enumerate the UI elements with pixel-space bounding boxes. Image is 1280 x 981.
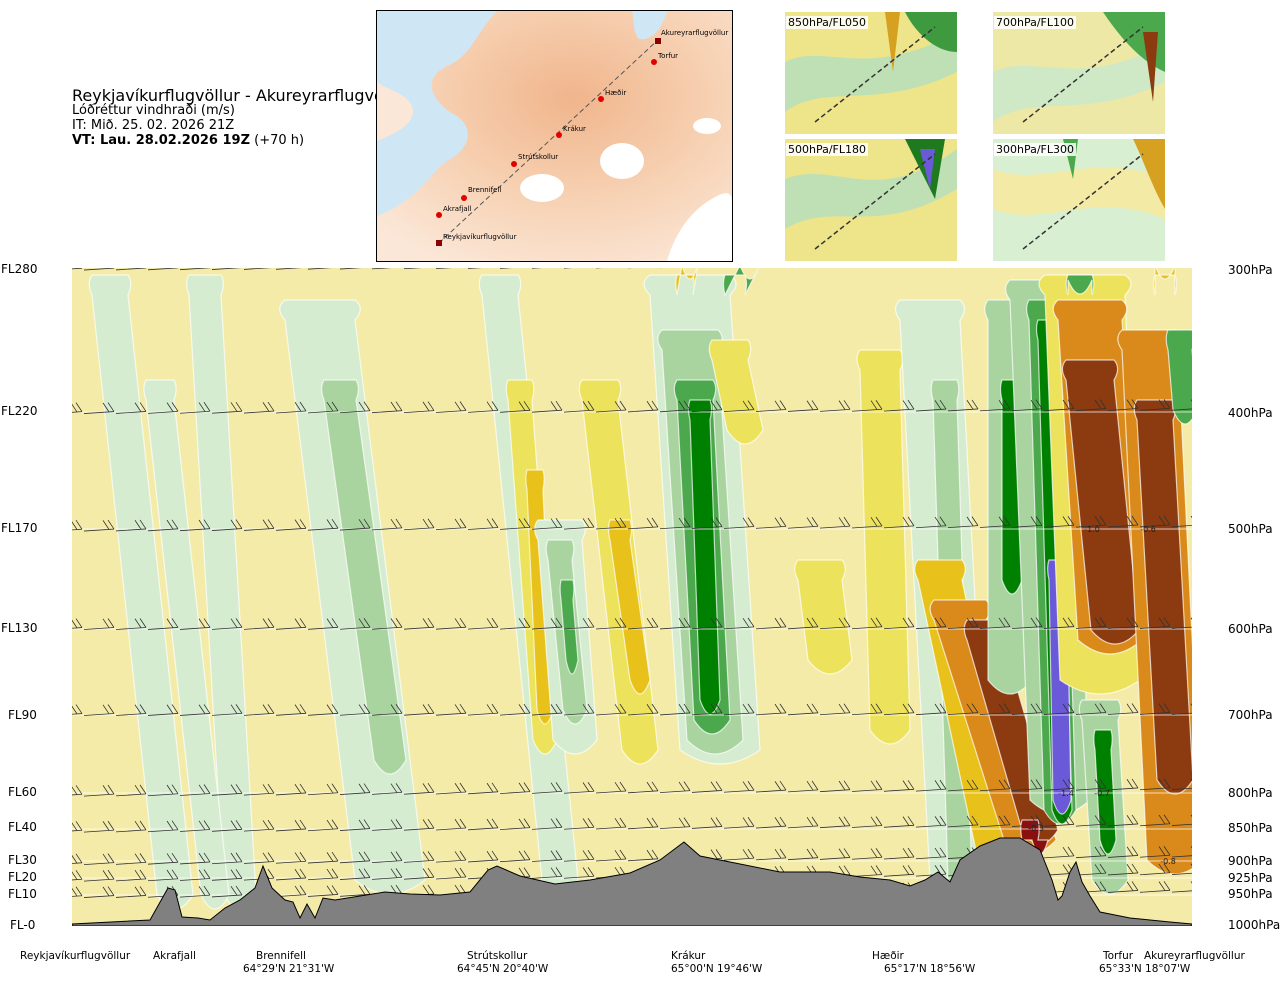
wind-band xyxy=(1093,729,1117,855)
location-name: Strútskollur xyxy=(467,950,528,962)
wind-band xyxy=(1065,274,1095,296)
wind-barb-row xyxy=(72,703,1192,716)
route-map: Akureyrarflugvöllur Torfur Hæðir Krákur … xyxy=(376,10,733,262)
minimap-label: 300hPa/FL300 xyxy=(994,143,1077,156)
pressure-label: 700hPa xyxy=(1228,708,1273,722)
location-name: Torfur xyxy=(1103,950,1134,962)
wind-band xyxy=(722,268,760,297)
fl-label: FL280 xyxy=(1,262,38,276)
contour-value-label: -0.7 xyxy=(1094,789,1110,798)
map-point-label: Akureyrarflugvöllur xyxy=(661,29,728,37)
wind-band xyxy=(525,469,554,725)
fl-label: FL220 xyxy=(1,404,38,418)
valid-time: VT: Lau. 28.02.2026 19Z (+70 h) xyxy=(72,133,409,148)
location-name: Hæðir xyxy=(872,950,904,962)
minimap-300hpa: 300hPa/FL300 xyxy=(993,139,1165,261)
contour-value-label: -1.0 xyxy=(1084,525,1100,534)
plot-area xyxy=(72,268,1192,926)
terrain-profile xyxy=(72,837,1192,926)
wind-barb-row xyxy=(72,814,1192,833)
wind-field xyxy=(88,268,1192,910)
location-coord: 64°29'N 21°31'W xyxy=(243,963,335,975)
wind-band xyxy=(1165,329,1192,425)
wind-band xyxy=(143,379,230,910)
pressure-label: 850hPa xyxy=(1228,821,1273,835)
wind-band xyxy=(321,379,407,775)
location-coord: 64°45'N 20°40'W xyxy=(457,963,549,975)
fl-label: FL130 xyxy=(1,621,38,635)
fl-label: FL30 xyxy=(8,853,37,867)
map-point-label: Torfur xyxy=(657,52,678,60)
wind-band xyxy=(708,339,764,445)
chart-title-block: Reykjavíkurflugvöllur - Akureyrarflugvöl… xyxy=(72,86,410,149)
pressure-label: 925hPa xyxy=(1228,871,1273,885)
location-name: Akureyrarflugvöllur xyxy=(1144,950,1245,962)
minimap-field xyxy=(993,12,1165,134)
fl-label: FL170 xyxy=(1,521,38,535)
fl-label: FL10 xyxy=(8,887,37,901)
fl-label: FL60 xyxy=(8,785,37,799)
wind-band xyxy=(1152,268,1178,296)
wind-band xyxy=(675,268,699,296)
map-marker-end xyxy=(655,38,661,44)
minimap-field xyxy=(785,12,957,134)
map-point-label: Krákur xyxy=(563,125,586,133)
fl-label: FL40 xyxy=(8,820,37,834)
issue-time: IT: Mið. 25. 02. 2026 21Z xyxy=(72,118,235,133)
wind-barb-row xyxy=(72,778,1192,797)
pressure-label: 950hPa xyxy=(1228,887,1273,901)
value-labels: -1.0 -0.6 -1.4 -0.7 -0.8 -0.3 xyxy=(1028,525,1176,866)
minimap-label: 850hPa/FL050 xyxy=(786,16,869,29)
valid-time-value: VT: Lau. 28.02.2026 19Z xyxy=(72,133,251,148)
map-point-label: Brennifell xyxy=(468,186,501,194)
location-name: Akrafjall xyxy=(153,950,196,962)
map-point-label: Strútskollur xyxy=(518,153,558,161)
pressure-label: 900hPa xyxy=(1228,854,1273,868)
contour-value-label: -1.4 xyxy=(1058,789,1074,798)
lead-time: (+70 h) xyxy=(254,133,305,148)
pressure-label: 1000hPa xyxy=(1228,918,1280,932)
wind-band xyxy=(794,559,853,675)
wind-band xyxy=(1061,359,1140,645)
map-point-label: Akrafjall xyxy=(443,205,472,213)
location-coord: 65°33'N 18°07'W xyxy=(1099,963,1191,975)
contour-value-label: -0.8 xyxy=(1160,857,1176,866)
wind-barb-row xyxy=(72,617,1192,630)
fl-label: FL90 xyxy=(8,708,37,722)
fl-label: FL20 xyxy=(8,870,37,884)
minimap-label: 700hPa/FL100 xyxy=(994,16,1077,29)
minimap-850hpa: 850hPa/FL050 xyxy=(785,12,957,134)
contour-value-label: -0.3 xyxy=(1028,824,1044,833)
pressure-label: 400hPa xyxy=(1228,406,1273,420)
minimap-field xyxy=(785,139,957,261)
route-title: Reykjavíkurflugvöllur - Akureyrarflugvöl… xyxy=(72,86,410,105)
wind-barb-row xyxy=(72,268,693,271)
minimap-field xyxy=(993,139,1165,261)
location-coord: 65°00'N 19°46'W xyxy=(671,963,763,975)
pressure-label: 600hPa xyxy=(1228,622,1273,636)
wind-barb-row xyxy=(72,515,1192,532)
cross-section-chart: -1.0 -0.6 -1.4 -0.7 -0.8 -0.3 xyxy=(72,268,1192,926)
pressure-label: 300hPa xyxy=(1228,263,1273,277)
map-point-label: Hæðir xyxy=(605,89,626,97)
minimap-label: 500hPa/FL180 xyxy=(786,143,869,156)
location-name: Brennifell xyxy=(256,950,306,962)
fl-label: FL-0 xyxy=(10,918,36,932)
quantity-label: Lóðréttur vindhraði (m/s) xyxy=(72,103,235,118)
contour-value-label: -0.6 xyxy=(1140,525,1156,534)
location-coord: 65°17'N 18°56'W xyxy=(884,963,976,975)
route-map-graphic: Akureyrarflugvöllur Torfur Hæðir Krákur … xyxy=(377,11,732,261)
minimap-500hpa: 500hPa/FL180 xyxy=(785,139,957,261)
wind-barb-row xyxy=(72,399,1192,414)
wind-band xyxy=(607,519,651,695)
pressure-label: 500hPa xyxy=(1228,522,1273,536)
location-name: Reykjavíkurflugvöllur xyxy=(20,950,131,962)
minimap-700hpa: 700hPa/FL100 xyxy=(993,12,1165,134)
map-point-label: Reykjavíkurflugvöllur xyxy=(443,233,517,241)
wind-band xyxy=(559,579,579,675)
location-name: Krákur xyxy=(671,950,706,962)
pressure-label: 800hPa xyxy=(1228,786,1273,800)
map-marker-start xyxy=(436,240,442,246)
